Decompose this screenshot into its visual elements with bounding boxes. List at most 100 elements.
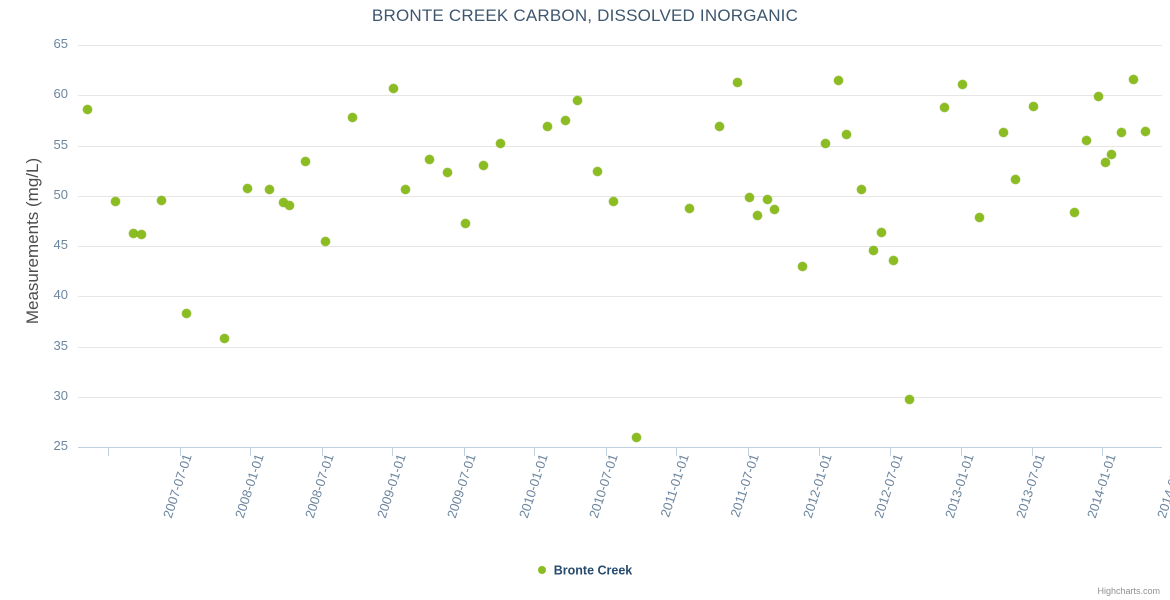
plot-area [78,45,1162,448]
scatter-point[interactable] [770,205,780,215]
scatter-point[interactable] [592,167,602,177]
scatter-point[interactable] [857,185,867,195]
scatter-point[interactable] [608,197,618,207]
scatter-point[interactable] [543,121,553,131]
x-axis-tick [107,447,109,456]
scatter-point[interactable] [1011,175,1021,185]
scatter-point[interactable] [732,77,742,87]
x-axis-tick [392,447,394,456]
scatter-point[interactable] [301,157,311,167]
scatter-point[interactable] [797,261,807,271]
scatter-point[interactable] [631,433,641,443]
x-axis-tick [890,447,892,456]
scatter-point[interactable] [425,155,435,165]
x-axis-tick [179,447,181,456]
scatter-point[interactable] [347,112,357,122]
scatter-point[interactable] [156,196,166,206]
scatter-point[interactable] [478,161,488,171]
scatter-point[interactable] [714,121,724,131]
y-axis-tick-label: 65 [53,36,68,51]
scatter-point[interactable] [1141,126,1151,136]
scatter-point[interactable] [752,211,762,221]
scatter-point[interactable] [129,229,139,239]
x-axis-tick-label: 2010-07-01 [586,452,622,520]
scatter-point[interactable] [905,395,915,405]
scatter-point[interactable] [389,83,399,93]
x-axis-tick-label: 2012-07-01 [870,452,906,520]
legend-item-label: Bronte Creek [553,563,633,578]
scatter-point[interactable] [572,95,582,105]
scatter-point[interactable] [1029,101,1039,111]
chart-legend: Bronte Creek [0,563,1170,578]
scatter-point[interactable] [939,102,949,112]
scatter-point[interactable] [1117,127,1127,137]
y-axis-tick-label: 40 [53,287,68,303]
scatter-point[interactable] [1107,150,1117,160]
scatter-point[interactable] [833,75,843,85]
scatter-point[interactable] [320,237,330,247]
gridline [78,195,1162,197]
scatter-point[interactable] [243,184,253,194]
scatter-point[interactable] [877,228,887,238]
scatter-point[interactable] [219,333,229,343]
scatter-point[interactable] [762,195,772,205]
x-axis-tick-label: 2008-07-01 [302,452,338,520]
scatter-point[interactable] [1069,208,1079,218]
gridline [78,45,1162,46]
x-axis-tick [321,447,323,456]
scatter-point[interactable] [1101,158,1111,168]
scatter-point[interactable] [495,138,505,148]
x-axis-tick [1032,447,1034,456]
x-axis-tick [676,447,678,456]
scatter-point[interactable] [182,308,192,318]
scatter-point[interactable] [1081,135,1091,145]
scatter-point[interactable] [957,79,967,89]
y-axis-tick-label: 30 [53,387,68,403]
x-axis-tick [818,447,820,456]
gridline [78,396,1162,398]
x-axis-tick-label: 2013-01-01 [942,452,977,520]
scatter-point[interactable] [999,127,1009,137]
x-axis-tick-label: 2007-07-01 [159,452,195,520]
x-axis-line [78,447,1162,448]
scatter-point[interactable] [685,204,695,214]
scatter-point[interactable] [110,197,120,207]
x-axis-tick-label: 2010-01-01 [515,452,551,520]
scatter-point[interactable] [1093,91,1103,101]
scatter-point[interactable] [443,168,452,178]
x-axis-tick-label: 2013-07-01 [1012,452,1048,520]
legend-item-bronte-creek[interactable]: Bronte Creek [537,563,633,578]
y-axis-tick-label: 35 [53,337,68,353]
scatter-point[interactable] [136,230,146,240]
y-axis-tick-label: 50 [53,186,68,202]
scatter-point[interactable] [821,138,831,148]
scatter-point[interactable] [744,193,754,203]
scatter-point[interactable] [265,185,275,195]
scatter-point[interactable] [889,255,899,265]
scatter-point[interactable] [401,185,411,195]
credits-watermark[interactable]: Highcharts.com [1097,586,1160,596]
x-axis-tick [1102,447,1104,456]
y-axis-tick-label: 45 [53,237,68,252]
y-axis-tick-label: 55 [53,136,68,152]
legend-marker-icon [537,565,546,574]
x-axis-tick [463,447,465,456]
scatter-point[interactable] [285,201,295,211]
chart-title: BRONTE CREEK CARBON, DISSOLVED INORGANIC [371,6,799,25]
scatter-point[interactable] [561,115,571,125]
scatter-point[interactable] [975,213,985,223]
y-axis-tick-label: 25 [53,438,68,453]
x-axis-tick-label: 2011-07-01 [727,452,763,519]
x-axis-tick-label: 2014-01-01 [1084,452,1119,520]
x-axis-tick [250,447,252,456]
scatter-point[interactable] [1129,74,1139,84]
gridline [78,296,1162,298]
gridline [78,246,1162,247]
scatter-point[interactable] [279,198,289,208]
scatter-point[interactable] [869,245,879,255]
scatter-point[interactable] [460,219,470,229]
y-axis-title: Measurements (mg/L) [23,157,42,325]
scatter-point[interactable] [83,104,93,114]
scatter-point[interactable] [841,129,851,139]
